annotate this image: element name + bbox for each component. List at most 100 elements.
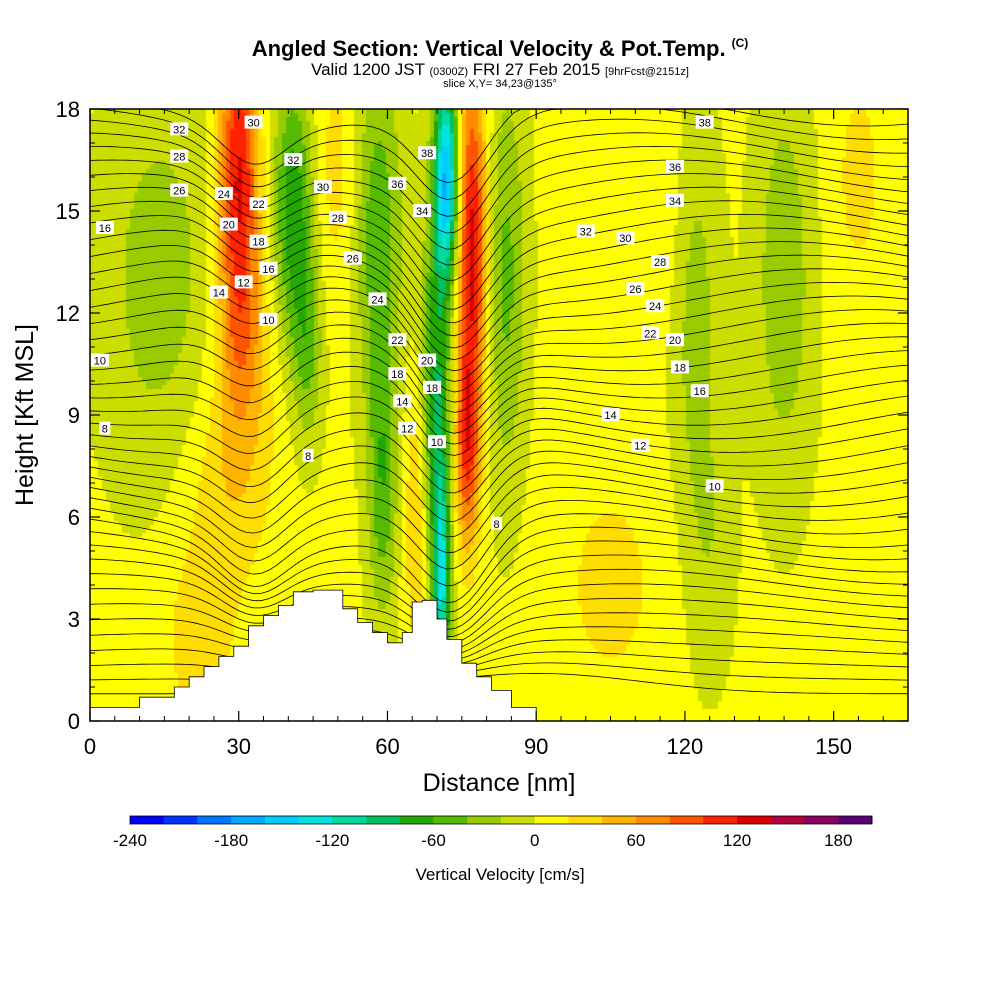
contour-label-box bbox=[234, 275, 253, 289]
y-tick-label: 6 bbox=[68, 505, 80, 530]
contour-label-text: 22 bbox=[252, 199, 264, 211]
contour-label: 22 bbox=[249, 197, 268, 211]
pot-temp-contour bbox=[89, 350, 909, 434]
contour-label: 8 bbox=[491, 516, 503, 531]
colorbar-swatch bbox=[635, 816, 671, 824]
contour-label-text: 12 bbox=[634, 441, 646, 453]
contour-label: 22 bbox=[388, 333, 407, 347]
contour-label: 32 bbox=[170, 122, 189, 136]
contour-label-text: 20 bbox=[223, 220, 235, 232]
contour-label: 10 bbox=[428, 435, 447, 449]
colorbar-swatch bbox=[231, 816, 266, 824]
contour-label: 26 bbox=[626, 282, 645, 296]
contour-label-text: 30 bbox=[247, 118, 259, 130]
y-tick-label: 12 bbox=[56, 301, 80, 326]
contour-label-box bbox=[99, 421, 111, 435]
contour-label: 22 bbox=[641, 326, 660, 340]
contour-label-text: 18 bbox=[252, 237, 264, 249]
colorbar-swatch bbox=[163, 816, 198, 824]
chart-title: Angled Section: Vertical Velocity & Pot.… bbox=[0, 36, 1000, 62]
contour-label-text: 38 bbox=[421, 148, 433, 160]
heatmap-layer bbox=[90, 109, 908, 721]
contour-label-box bbox=[170, 122, 189, 136]
chart-title-text: Angled Section: Vertical Velocity & Pot.… bbox=[251, 36, 726, 61]
pot-temp-contour bbox=[89, 597, 909, 651]
colorbar-swatch bbox=[770, 816, 806, 824]
contour-label-text: 32 bbox=[287, 155, 299, 167]
contour-label-box bbox=[601, 408, 620, 421]
contour-label: 14 bbox=[209, 285, 228, 300]
contour-label-box bbox=[90, 353, 109, 367]
contour-label: 12 bbox=[398, 421, 417, 436]
contour-label-box bbox=[259, 261, 278, 275]
contour-label: 12 bbox=[234, 275, 253, 289]
contour-label-text: 26 bbox=[629, 284, 641, 296]
contour-label-text: 22 bbox=[391, 335, 403, 347]
colorbar-swatch bbox=[501, 816, 536, 824]
pot-temp-contour bbox=[89, 173, 909, 281]
contour-label: 24 bbox=[368, 292, 387, 306]
contour-label-box bbox=[219, 217, 238, 231]
pot-temp-contour bbox=[89, 500, 909, 587]
contour-label: 24 bbox=[646, 299, 665, 313]
contour-label: 18 bbox=[388, 367, 407, 381]
contour-label-text: 10 bbox=[262, 315, 274, 327]
contour-label-box bbox=[670, 360, 689, 374]
contour-label-text: 30 bbox=[619, 233, 631, 245]
x-tick-label: 150 bbox=[815, 734, 852, 759]
contour-lines bbox=[89, 108, 909, 695]
contour-label-box bbox=[705, 479, 724, 493]
contour-label-box bbox=[368, 292, 387, 306]
pot-temp-contour bbox=[89, 439, 909, 508]
contour-label: 18 bbox=[423, 380, 442, 395]
contour-label-box bbox=[651, 255, 670, 268]
colorbar-tick-label: 180 bbox=[824, 831, 852, 850]
contour-label-text: 14 bbox=[604, 410, 616, 422]
colorbar-swatch bbox=[298, 816, 333, 824]
contour-label: 10 bbox=[705, 479, 724, 493]
contour-label-text: 32 bbox=[173, 124, 185, 136]
colorbar-swatch bbox=[534, 816, 569, 824]
y-axis-label: Height [Kft MSL] bbox=[11, 324, 39, 506]
chart-title-tag: (C) bbox=[731, 36, 749, 50]
pot-temp-contour bbox=[89, 227, 909, 337]
pot-temp-contour bbox=[89, 281, 909, 382]
contour-label: 38 bbox=[418, 146, 437, 160]
contour-label-text: 38 bbox=[699, 118, 711, 130]
contour-label-box bbox=[249, 197, 268, 211]
contour-label: 14 bbox=[601, 408, 620, 422]
contour-label-box bbox=[641, 326, 660, 340]
colorbar-swatch bbox=[804, 816, 839, 824]
contour-label-text: 36 bbox=[669, 162, 681, 174]
contour-label-text: 24 bbox=[218, 189, 230, 201]
contour-label-text: 18 bbox=[674, 362, 686, 374]
contour-label-box bbox=[388, 333, 407, 347]
colorbar-tick-label: 0 bbox=[530, 831, 539, 850]
pot-temp-contour bbox=[89, 583, 909, 644]
colorbar-swatch bbox=[433, 816, 468, 824]
colorbar-swatch bbox=[669, 816, 704, 824]
pot-temp-contour bbox=[89, 241, 909, 349]
contour-label-text: 34 bbox=[669, 196, 681, 208]
x-axis-label: Distance [nm] bbox=[423, 769, 576, 797]
colorbar-tick-label: -180 bbox=[214, 831, 248, 850]
contour-label: 28 bbox=[170, 149, 189, 164]
pot-temp-contour bbox=[89, 295, 909, 393]
colorbar-swatch bbox=[703, 816, 738, 824]
contour-label-text: 30 bbox=[317, 182, 329, 194]
contour-label-text: 18 bbox=[426, 383, 438, 395]
pot-temp-contour bbox=[89, 118, 909, 217]
contour-label: 28 bbox=[651, 255, 670, 269]
colorbar-swatch bbox=[737, 816, 772, 824]
contour-label-text: 12 bbox=[401, 424, 413, 436]
pot-temp-contour bbox=[89, 254, 909, 361]
contour-label: 38 bbox=[695, 115, 714, 130]
pot-temp-contour bbox=[90, 568, 909, 638]
contour-label-text: 24 bbox=[649, 301, 661, 313]
contour-label-box bbox=[423, 380, 442, 394]
pot-temp-contour bbox=[89, 411, 909, 481]
pot-temp-contour bbox=[89, 540, 909, 622]
contour-label-box bbox=[170, 183, 189, 197]
y-tick-label: 15 bbox=[56, 199, 80, 224]
